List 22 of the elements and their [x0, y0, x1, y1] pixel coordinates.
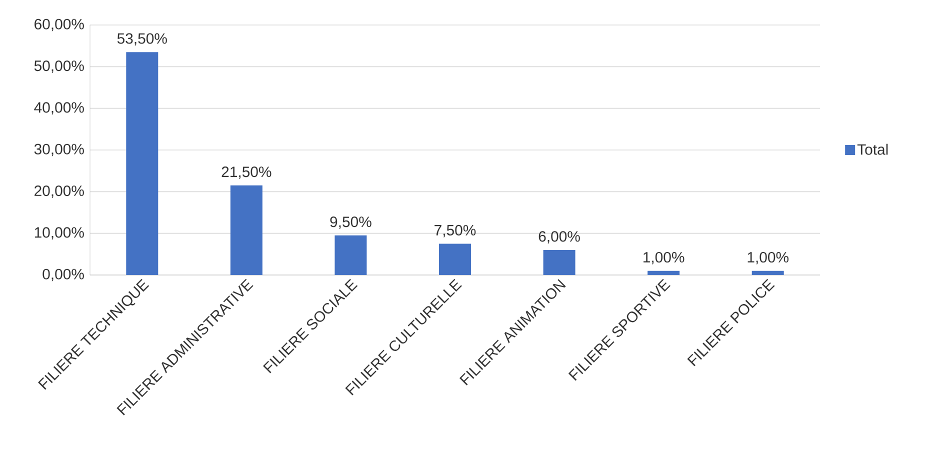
bar — [543, 250, 576, 275]
y-tick-label: 40,00% — [34, 102, 84, 114]
bar — [230, 185, 262, 275]
data-label: 21,50% — [222, 166, 272, 179]
data-label: 9,50% — [330, 216, 372, 229]
bar — [126, 52, 158, 275]
y-tick-label: 20,00% — [34, 185, 84, 198]
data-label: 7,50% — [434, 224, 476, 238]
y-tick-label: 60,00% — [34, 18, 84, 32]
y-tick-label: 50,00% — [34, 60, 84, 73]
y-tick-label: 0,00% — [42, 268, 84, 282]
data-label: 53,50% — [117, 33, 167, 46]
legend-label: Total — [857, 144, 888, 155]
y-tick-label: 10,00% — [34, 227, 84, 240]
bar — [648, 270, 680, 275]
data-label: 1,00% — [644, 252, 684, 264]
bar — [334, 235, 367, 275]
bar — [439, 244, 471, 275]
data-label: 1,00% — [748, 252, 788, 264]
data-label: 6,00% — [538, 231, 580, 244]
bar — [752, 270, 784, 275]
y-tick-label: 30,00% — [34, 144, 84, 156]
